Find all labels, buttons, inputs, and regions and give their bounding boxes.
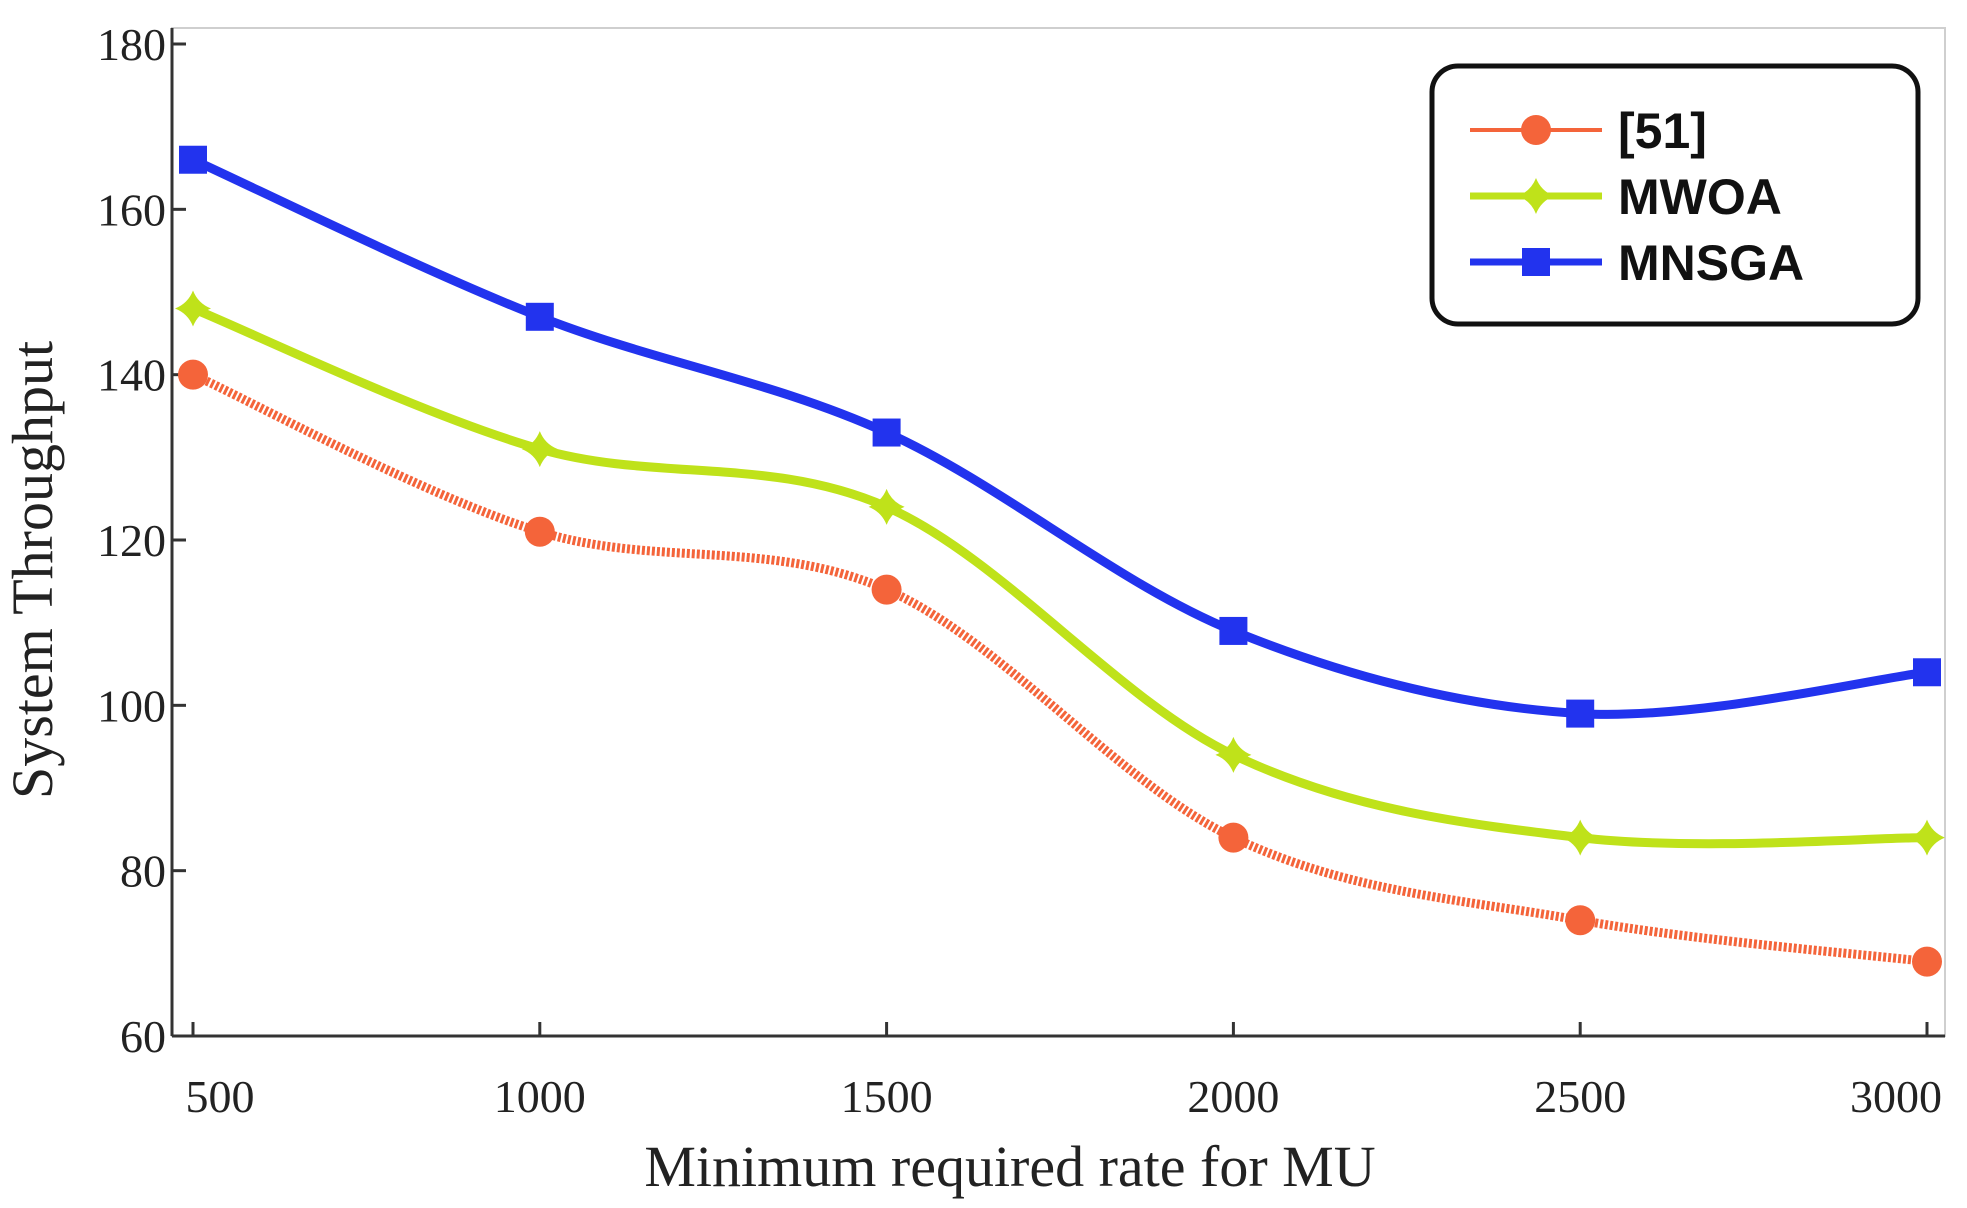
- legend-item: MNSGA: [1470, 235, 1804, 291]
- y-tick-label: 180: [97, 19, 166, 70]
- x-tick-label: 3000: [1850, 1071, 1942, 1122]
- x-tick-label: 1500: [841, 1071, 933, 1122]
- series-layer: [175, 145, 1945, 977]
- x-tick-label: 500: [186, 1071, 255, 1122]
- y-tick-label: 160: [97, 184, 166, 235]
- data-point-circle: [1218, 822, 1249, 853]
- legend-marker-circle: [1521, 115, 1551, 145]
- legend-item: [51]: [1470, 103, 1707, 159]
- x-tick-label: 2500: [1534, 1071, 1626, 1122]
- series-51-group: [178, 359, 1942, 977]
- data-point-circle: [1912, 946, 1942, 977]
- data-point-square: [525, 302, 554, 331]
- data-point-square: [872, 418, 901, 447]
- data-point-square: [1566, 699, 1595, 728]
- data-point-square: [1913, 658, 1941, 687]
- data-point-square: [179, 145, 207, 174]
- data-point-circle: [178, 359, 208, 390]
- y-tick-label: 120: [97, 515, 166, 566]
- legend-marker-square: [1522, 248, 1550, 276]
- series-line: [191, 304, 1928, 849]
- data-point-star: [1215, 736, 1252, 773]
- axes: 60 80 100 120 140 160 180 500 1000 1500 2000 2500 30…: [97, 19, 1946, 1122]
- x-tick-label: 2000: [1187, 1071, 1279, 1122]
- legend-label: MWOA: [1618, 169, 1782, 225]
- y-tick-label: 140: [97, 350, 166, 401]
- data-point-square: [1219, 616, 1248, 645]
- data-point-circle: [1565, 905, 1596, 936]
- y-tick-label: 60: [120, 1011, 166, 1062]
- data-point-star: [1562, 819, 1599, 856]
- x-axis-title: Minimum required rate for MU: [644, 1134, 1375, 1199]
- legend-label: MNSGA: [1618, 235, 1804, 291]
- series-mwoa-group: [175, 290, 1945, 856]
- legend-item: MWOA: [1470, 169, 1782, 225]
- y-tick-label: 80: [120, 846, 166, 897]
- x-tick-label: 1000: [494, 1071, 586, 1122]
- data-point-circle: [524, 516, 555, 547]
- data-point-star: [868, 488, 905, 525]
- legend-marker-star: [1518, 178, 1554, 214]
- series-line: [191, 155, 1928, 719]
- y-tick-label: 100: [97, 680, 166, 731]
- series-mnsga-group: [179, 145, 1941, 728]
- series-line: [191, 370, 1928, 967]
- legend-label: [51]: [1618, 103, 1707, 159]
- data-point-star: [175, 290, 211, 327]
- legend: [51] MWOA MNSGA: [1429, 63, 1921, 327]
- data-point-star: [521, 431, 558, 468]
- y-axis-title: System Throughput: [0, 341, 65, 799]
- data-point-star: [1909, 819, 1945, 856]
- data-point-circle: [871, 574, 902, 605]
